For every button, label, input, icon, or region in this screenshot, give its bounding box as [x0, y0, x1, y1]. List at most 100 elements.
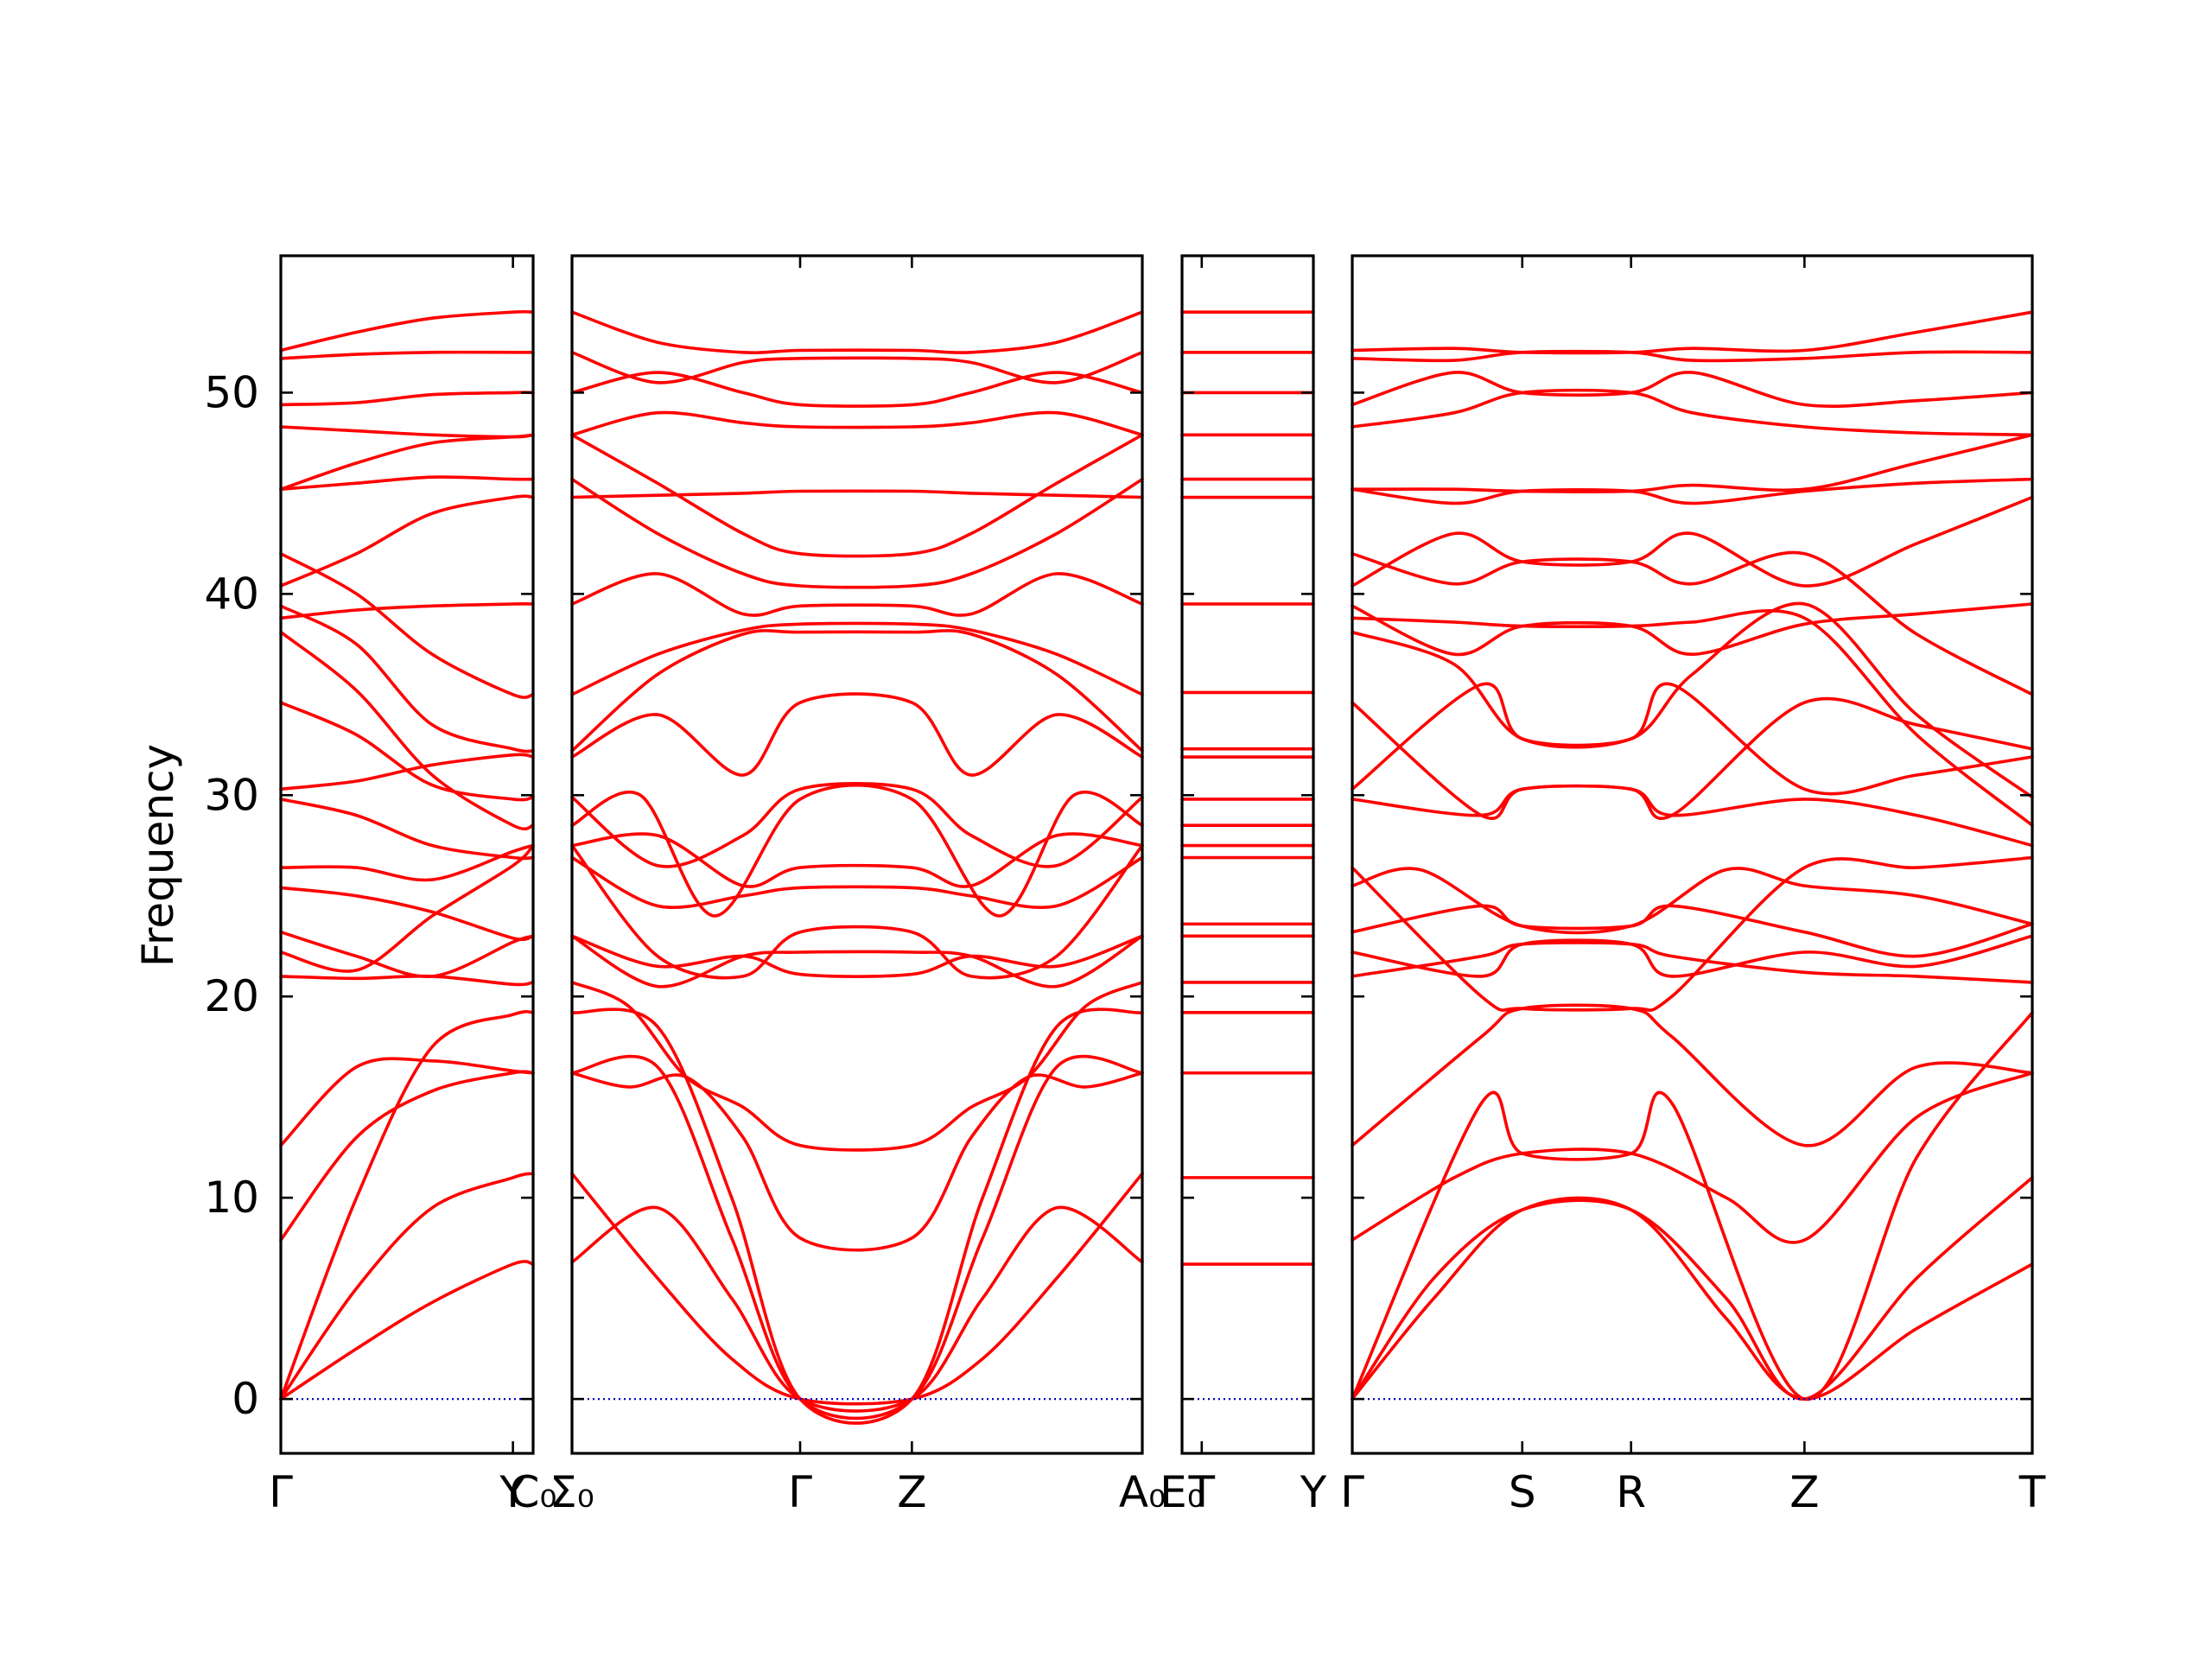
- band-0-17: [279, 552, 535, 699]
- band-lines: [279, 309, 2034, 1425]
- panel-frame-3: [1351, 254, 2034, 1455]
- band-0-19: [279, 433, 535, 491]
- xtick-label-12: R: [1616, 1467, 1646, 1517]
- band-0-23: [279, 309, 535, 353]
- band-1-18: [570, 477, 1144, 589]
- band-1-16: [570, 572, 1144, 617]
- band-1-9: [570, 855, 1144, 910]
- band-0-22: [279, 350, 535, 360]
- band-3-21: [1351, 371, 2034, 408]
- band-0-4: [279, 1057, 535, 1147]
- band-1-1: [570, 1172, 1144, 1406]
- band-1-23: [570, 310, 1144, 354]
- band-0-20: [279, 425, 535, 439]
- band-1-6: [570, 934, 1144, 978]
- band-0-14: [279, 604, 535, 753]
- xtick-label-5: Z: [897, 1467, 926, 1517]
- band-0-6: [279, 843, 535, 973]
- band-3-5: [1351, 941, 2034, 984]
- band-3-0: [1351, 1196, 2034, 1401]
- ytick-label-10: 10: [204, 1173, 259, 1223]
- band-3-13: [1351, 601, 2034, 799]
- band-0-15: [279, 602, 535, 620]
- xtick-label-8: T: [1188, 1467, 1216, 1517]
- xtick-label-11: S: [1509, 1467, 1536, 1517]
- band-1-0: [570, 1205, 1144, 1413]
- band-3-17: [1351, 550, 2034, 696]
- band-1-11: [570, 783, 1144, 918]
- band-1-8: [570, 843, 1144, 980]
- band-1-22: [570, 351, 1144, 385]
- band-3-14: [1351, 602, 2034, 657]
- y-axis-label: Frequency: [133, 744, 183, 967]
- xtick-label-0: Γ: [269, 1467, 293, 1517]
- band-1-14: [570, 629, 1144, 753]
- axis-ticks: [279, 256, 2034, 1453]
- band-3-1: [1351, 1176, 2034, 1401]
- panel-frames: [279, 254, 2034, 1455]
- band-3-15: [1351, 609, 2034, 827]
- band-1-21: [570, 371, 1144, 408]
- panel-frame-2: [1180, 254, 1315, 1455]
- band-0-11: [279, 753, 535, 791]
- band-3-2: [1351, 1071, 2034, 1244]
- band-3-4: [1351, 1003, 2034, 1147]
- band-3-16: [1351, 495, 2034, 588]
- band-1-13: [570, 692, 1144, 777]
- band-3-11: [1351, 682, 2034, 796]
- band-3-7: [1351, 904, 2034, 958]
- band-3-12: [1351, 696, 2034, 820]
- band-1-2: [570, 1054, 1144, 1421]
- band-0-18: [279, 475, 535, 491]
- band-3-6: [1351, 934, 2034, 978]
- band-1-5: [570, 981, 1144, 1152]
- band-0-5: [279, 974, 535, 987]
- xtick-label-14: T: [2018, 1467, 2046, 1517]
- ytick-label-30: 30: [204, 770, 259, 820]
- band-1-12: [570, 782, 1144, 868]
- panel-frame-0: [279, 254, 535, 1455]
- band-0-10: [279, 798, 535, 861]
- band-3-19: [1351, 433, 2034, 493]
- ytick-label-40: 40: [204, 569, 259, 619]
- band-0-1: [279, 1172, 535, 1401]
- xtick-label-2: C₀: [510, 1467, 557, 1517]
- band-3-8: [1351, 867, 2034, 935]
- band-1-17: [570, 489, 1144, 499]
- band-0-3: [279, 1009, 535, 1401]
- panel-frame-1: [570, 254, 1144, 1455]
- band-0-7: [279, 930, 535, 978]
- band-3-20: [1351, 388, 2034, 437]
- xtick-label-4: Γ: [788, 1467, 812, 1517]
- band-0-0: [279, 1260, 535, 1401]
- band-1-4: [570, 1071, 1144, 1252]
- band-0-8: [279, 886, 535, 942]
- band-3-9: [1351, 855, 2034, 1012]
- band-1-19: [570, 433, 1144, 558]
- band-1-7: [570, 934, 1144, 988]
- xtick-label-3: Σ₀: [550, 1467, 594, 1517]
- ytick-label-0: 0: [232, 1374, 259, 1424]
- band-0-12: [279, 701, 535, 802]
- band-0-13: [279, 630, 535, 831]
- band-3-3: [1351, 1011, 2034, 1401]
- band-3-22: [1351, 349, 2034, 363]
- xtick-label-13: Z: [1789, 1467, 1819, 1517]
- xtick-label-6: A₀: [1119, 1467, 1166, 1517]
- xtick-label-9: Y: [1300, 1467, 1327, 1517]
- band-1-10: [570, 832, 1144, 888]
- band-0-2: [279, 1070, 535, 1242]
- band-0-21: [279, 391, 535, 407]
- band-1-3: [570, 1007, 1144, 1425]
- band-3-18: [1351, 477, 2034, 505]
- xtick-label-7: E₀: [1160, 1467, 1205, 1517]
- band-0-9: [279, 843, 535, 882]
- xtick-label-10: Γ: [1340, 1467, 1364, 1517]
- ytick-label-50: 50: [204, 367, 259, 417]
- ytick-label-20: 20: [204, 971, 259, 1021]
- band-1-20: [570, 410, 1144, 437]
- band-0-16: [279, 494, 535, 588]
- xtick-label-1: Y: [499, 1467, 526, 1517]
